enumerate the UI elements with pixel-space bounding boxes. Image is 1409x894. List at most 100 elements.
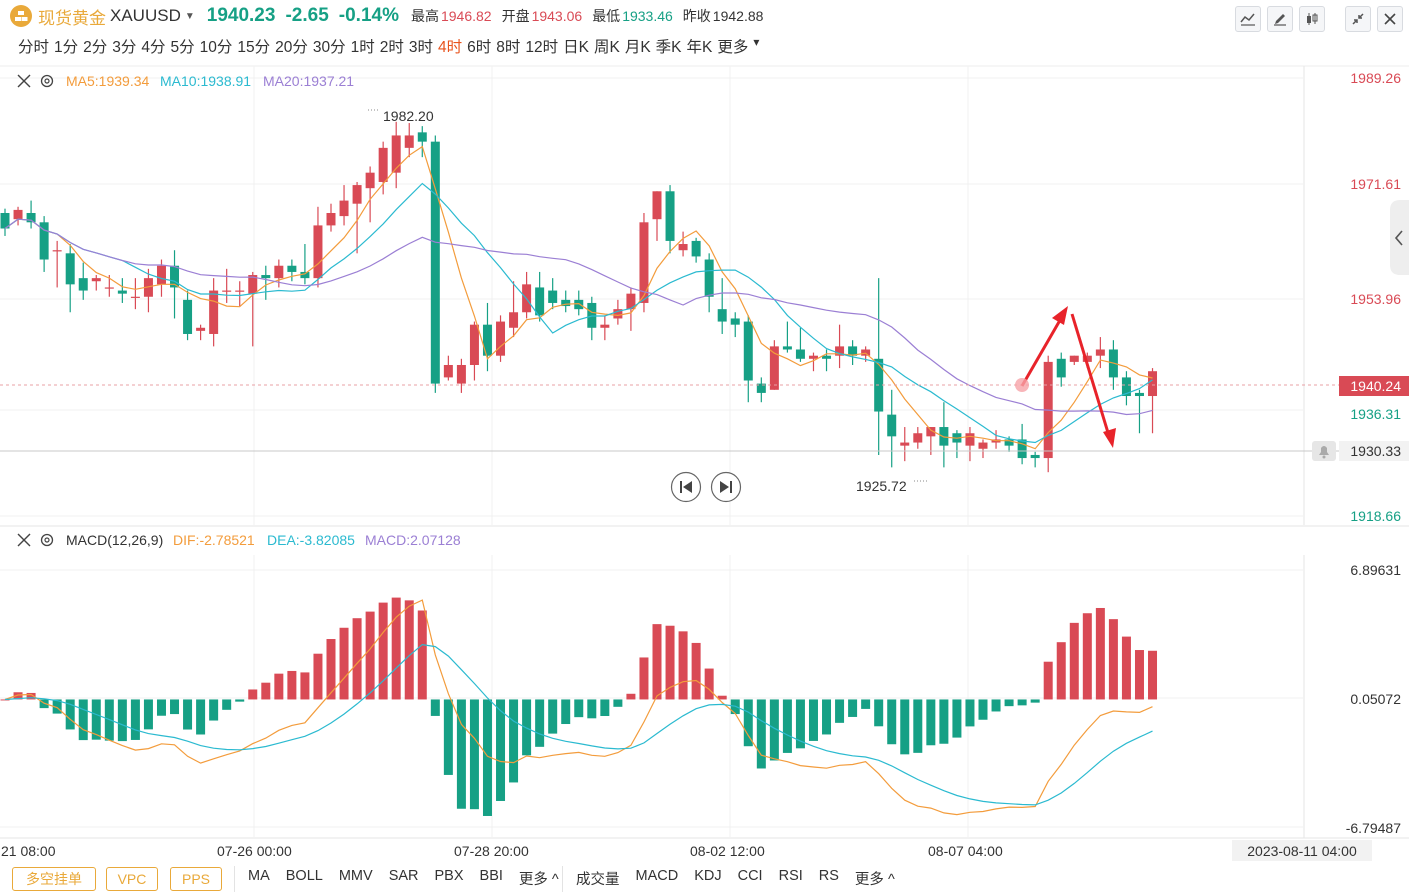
chart-canvas[interactable]: MA5:1939.34 MA10:1938.91 MA20:1937.21 19… xyxy=(0,64,1409,862)
indicator-item[interactable]: RSI xyxy=(778,868,803,884)
period-tab[interactable]: 1时 xyxy=(350,39,375,56)
bell-icon[interactable] xyxy=(1312,441,1336,461)
indicator-item[interactable]: MACD xyxy=(635,868,679,884)
candle-body xyxy=(287,265,297,272)
indicator-item[interactable]: 更多 ^ xyxy=(518,872,559,888)
period-tab[interactable]: 15分 xyxy=(237,39,271,56)
period-tab[interactable]: 10分 xyxy=(199,39,233,56)
ma10-line xyxy=(4,182,1153,444)
candle-body xyxy=(391,135,401,173)
collapse-icon[interactable] xyxy=(1345,6,1371,32)
period-tab[interactable]: 日K xyxy=(563,39,589,56)
candlestick-icon[interactable] xyxy=(1299,6,1325,32)
period-tab[interactable]: 分时 xyxy=(18,39,50,56)
candle-body xyxy=(978,442,988,449)
period-tab[interactable]: 6时 xyxy=(467,39,492,56)
candle-body xyxy=(835,346,845,356)
candle-body xyxy=(0,212,10,229)
symbol-code[interactable]: XAUUSD xyxy=(110,6,181,25)
long-short-orders-button[interactable]: 多空挂单 xyxy=(12,867,96,891)
period-tab[interactable]: 1分 xyxy=(54,39,79,56)
macd-bar xyxy=(156,699,166,716)
indicator-item[interactable]: BBI xyxy=(479,868,503,884)
macd-bar xyxy=(65,699,75,730)
candle-body xyxy=(509,312,519,328)
macd-bar xyxy=(26,692,36,700)
close-indicator-icon[interactable] xyxy=(17,533,31,547)
macd-bar xyxy=(861,699,871,709)
macd-bar xyxy=(1017,699,1027,706)
candle-body xyxy=(235,290,245,292)
cursor-time-tag xyxy=(1232,840,1372,861)
period-tab[interactable]: 20分 xyxy=(275,39,308,56)
indicator-item[interactable]: SAR xyxy=(388,868,419,884)
period-tab[interactable]: 季K xyxy=(655,39,682,56)
candle-body xyxy=(1095,349,1105,356)
candle-body xyxy=(417,132,427,142)
close-icon[interactable] xyxy=(1377,6,1403,32)
dif-line xyxy=(4,599,1153,816)
macd-bar xyxy=(626,693,636,700)
macd-bar xyxy=(835,699,845,723)
period-tab[interactable]: 30分 xyxy=(312,39,346,56)
settings-gear-icon[interactable] xyxy=(40,74,54,88)
drawn-arrows[interactable] xyxy=(1020,306,1116,448)
indicator-item[interactable]: BOLL xyxy=(285,868,323,884)
indicator-item[interactable]: MA xyxy=(248,868,270,884)
candle-body xyxy=(1148,371,1158,397)
candle-body xyxy=(443,364,453,378)
macd-bar xyxy=(535,699,545,747)
period-tab[interactable]: 3时 xyxy=(408,39,434,56)
period-tab[interactable]: 5分 xyxy=(170,39,195,56)
indicator-bar: 多空挂单 VPC PPS MA BOLL MMV SAR PBX BBI 更多 ^ 成交量 M… xyxy=(0,862,1409,894)
period-tab[interactable]: 12时 xyxy=(525,39,559,56)
candle-body xyxy=(222,290,232,292)
close-indicator-icon[interactable] xyxy=(17,74,31,88)
line-chart-icon[interactable] xyxy=(1235,6,1261,32)
candle-body xyxy=(104,287,114,289)
quote-header: 现货黄金 XAUUSD ▼ 1940.23 -2.65 -0.14% 最高 19… xyxy=(0,0,1409,64)
macd-bar xyxy=(365,611,375,700)
next-button[interactable] xyxy=(710,471,742,503)
macd-bar xyxy=(991,699,1001,712)
indicator-item[interactable]: CCI xyxy=(737,868,763,884)
period-tab[interactable]: 周K xyxy=(593,39,620,56)
prev-button[interactable] xyxy=(670,471,702,503)
price-tick: 1989.26 xyxy=(1350,70,1401,86)
macd-bar xyxy=(652,624,662,700)
moving-averages xyxy=(4,145,1153,450)
indicator-item[interactable]: 更多 ^ xyxy=(854,872,895,888)
period-tab[interactable]: 4时 xyxy=(438,39,463,56)
macd-dea: DEA:-3.82085 xyxy=(267,532,355,548)
indicator-item[interactable]: RS xyxy=(818,868,839,884)
period-tab[interactable]: 更多 xyxy=(717,39,749,56)
chevron-down-icon[interactable]: ▾ xyxy=(753,35,760,49)
indicator-item[interactable]: MMV xyxy=(338,868,373,884)
period-tab[interactable]: 8时 xyxy=(496,39,521,56)
macd-bar xyxy=(378,602,388,700)
period-tab[interactable]: 3分 xyxy=(112,39,137,56)
time-tick: 21 08:00 xyxy=(1,843,56,859)
settings-gear-icon[interactable] xyxy=(40,533,54,547)
chevron-down-icon[interactable]: ▼ xyxy=(184,10,195,22)
period-tab[interactable]: 年K xyxy=(686,39,713,56)
expand-sidebar-button[interactable] xyxy=(1390,200,1409,275)
draw-pen-icon[interactable] xyxy=(1267,6,1293,32)
period-tab[interactable]: 月K xyxy=(624,39,651,56)
candle-body xyxy=(274,265,284,279)
period-tab[interactable]: 4分 xyxy=(141,39,166,56)
period-tab[interactable]: 2分 xyxy=(83,39,108,56)
indicator-item[interactable]: KDJ xyxy=(694,868,722,884)
vpc-button[interactable]: VPC xyxy=(106,867,158,891)
period-tab[interactable]: 2时 xyxy=(379,39,404,56)
pps-button[interactable]: PPS xyxy=(170,867,222,891)
indicator-item[interactable]: PBX xyxy=(434,868,464,884)
candle-body xyxy=(430,141,440,384)
candle-body xyxy=(626,293,636,310)
candle-body xyxy=(143,278,153,297)
symbol-name[interactable]: 现货黄金 xyxy=(38,8,106,28)
macd-bar xyxy=(613,699,623,707)
price-change-pct: -0.14% xyxy=(338,5,399,26)
indicator-item[interactable]: 成交量 xyxy=(576,872,620,888)
macd-bar xyxy=(313,653,323,700)
